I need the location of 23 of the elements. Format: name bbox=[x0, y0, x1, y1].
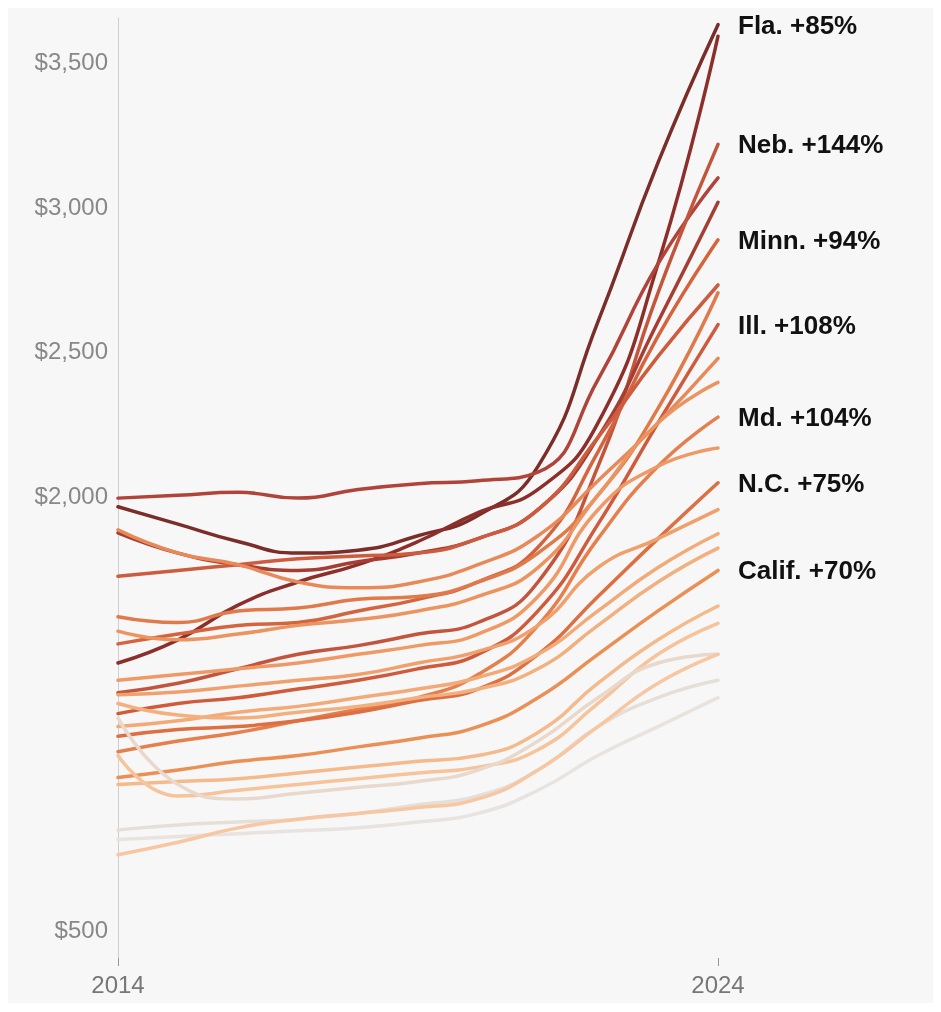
line-series bbox=[116, 507, 720, 697]
series-label: Minn. +94% bbox=[738, 224, 881, 255]
line-series bbox=[116, 652, 720, 857]
series-label: N.C. +75% bbox=[738, 467, 865, 498]
line-series bbox=[116, 446, 720, 683]
y-tick-label: $3,500 bbox=[34, 47, 108, 75]
y-tick-label: $3,000 bbox=[34, 192, 108, 220]
x-tick-label: 2024 bbox=[691, 970, 745, 998]
series-label: Neb. +144% bbox=[738, 129, 884, 160]
series-label: Fla. +85% bbox=[738, 9, 858, 40]
series-label: Ill. +108% bbox=[738, 309, 856, 340]
series-label: Calif. +70% bbox=[738, 555, 877, 586]
line-series bbox=[116, 322, 720, 716]
y-tick-label: $500 bbox=[54, 915, 108, 943]
y-tick-label: $2,500 bbox=[34, 337, 108, 365]
x-tick-label: 2014 bbox=[91, 970, 145, 998]
line-series bbox=[116, 22, 720, 555]
line-series bbox=[116, 695, 720, 842]
line-series bbox=[116, 34, 720, 665]
series-label: Md. +104% bbox=[738, 402, 872, 433]
line-series bbox=[116, 176, 720, 500]
y-tick-label: $2,000 bbox=[34, 481, 108, 509]
line-series bbox=[116, 568, 720, 780]
